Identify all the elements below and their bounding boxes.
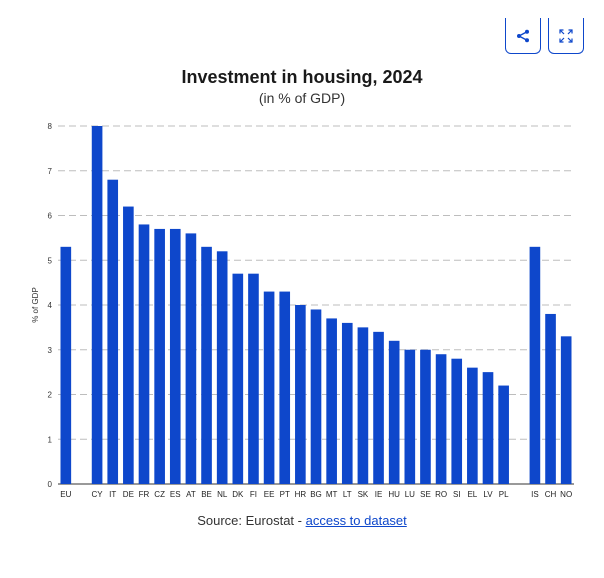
y-tick-label: 2: [48, 391, 53, 400]
bar-hr: [295, 305, 306, 484]
bar-nl: [216, 251, 228, 484]
x-tick-label: SK: [358, 490, 369, 499]
bar-si: [451, 358, 463, 484]
bar-sk: [357, 327, 369, 484]
x-tick-label: CY: [92, 490, 104, 499]
bar-lt: [341, 322, 353, 484]
x-tick-label: PT: [280, 490, 290, 499]
bar-is: [529, 246, 541, 484]
x-tick-label: FR: [139, 490, 150, 499]
share-button[interactable]: [505, 18, 541, 54]
x-tick-label: HU: [388, 490, 400, 499]
bar-se: [420, 349, 431, 484]
bar-chart: 0 1 2 3 4 5 6 7 8 % of GDP EU CY IT DE FR CZ ES AT BE NL DK F…: [31, 122, 574, 499]
bar-pl: [498, 385, 509, 484]
x-tick-label: DE: [123, 490, 134, 499]
x-tick-label: BG: [310, 490, 322, 499]
x-tick-label: IE: [375, 490, 383, 499]
x-tick-label: FI: [250, 490, 257, 499]
bar-hu: [388, 340, 400, 484]
bar-ee: [263, 291, 275, 484]
x-tick-label: MT: [326, 490, 338, 499]
bar-cz: [154, 228, 165, 484]
bar-bg: [310, 309, 322, 484]
bar-ch: [545, 313, 556, 484]
x-tick-label: IS: [531, 490, 539, 499]
x-tick-label: NO: [560, 490, 572, 499]
x-tick-label: AT: [186, 490, 196, 499]
y-tick-label: 7: [48, 167, 53, 176]
bar-be: [201, 246, 212, 484]
x-tick-label: LT: [343, 490, 352, 499]
x-tick-label: DK: [232, 490, 244, 499]
bar-cy: [91, 126, 103, 484]
bar-pt: [279, 291, 291, 484]
y-tick-label: 0: [48, 480, 53, 489]
y-axis-label: % of GDP: [31, 287, 40, 323]
x-tick-label: SE: [420, 490, 431, 499]
share-icon: [517, 29, 529, 42]
x-tick-label: RO: [435, 490, 447, 499]
bar-fr: [138, 224, 150, 484]
bar-ro: [435, 354, 447, 484]
x-tick-label: CH: [545, 490, 557, 499]
bar-de: [123, 206, 134, 485]
fullscreen-icon: [559, 28, 573, 43]
y-tick-label: 6: [48, 212, 53, 221]
bar-fi: [248, 273, 259, 484]
bar-ie: [373, 331, 384, 484]
bar-eu: [60, 246, 72, 484]
x-tick-label: HR: [295, 490, 307, 499]
bar-mt: [326, 318, 337, 484]
x-tick-label: EL: [467, 490, 477, 499]
y-tick-label: 4: [48, 301, 53, 310]
x-tick-label: CZ: [154, 490, 165, 499]
x-tick-label: ES: [170, 490, 181, 499]
bar-es: [169, 228, 181, 484]
bar-at: [185, 233, 197, 484]
bar-lv: [482, 372, 494, 484]
bar-it: [107, 179, 119, 484]
y-tick-label: 3: [48, 346, 53, 355]
bar-no: [560, 336, 572, 484]
y-tick-label: 1: [48, 435, 53, 444]
bar-el: [467, 367, 478, 484]
fullscreen-button[interactable]: [548, 18, 584, 54]
x-tick-label: EU: [60, 490, 71, 499]
chart-subtitle: (in % of GDP): [258, 90, 346, 106]
chart-title: Investment in housing, 2024: [181, 67, 423, 87]
bar-dk: [232, 273, 244, 484]
x-tick-label: SI: [453, 490, 461, 499]
x-tick-label: IT: [109, 490, 116, 499]
y-tick-label: 5: [48, 256, 53, 265]
source-line: Source: Eurostat - access to dataset: [0, 513, 604, 528]
x-tick-label: BE: [201, 490, 212, 499]
x-tick-label: NL: [217, 490, 228, 499]
x-tick-label: PL: [499, 490, 509, 499]
y-tick-label: 8: [48, 122, 53, 131]
x-tick-label: EE: [264, 490, 275, 499]
x-tick-label: LV: [483, 490, 493, 499]
source-text: Source: Eurostat -: [197, 513, 306, 528]
bar-lu: [404, 349, 416, 484]
dataset-link[interactable]: access to dataset: [305, 513, 407, 528]
x-tick-label: LU: [405, 490, 415, 499]
